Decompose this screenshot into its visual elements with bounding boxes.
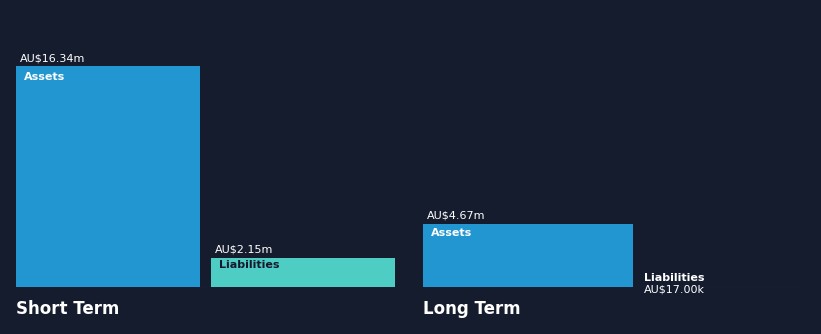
Text: AU$2.15m: AU$2.15m [215, 245, 273, 255]
Text: Long Term: Long Term [423, 300, 521, 318]
Bar [423, 224, 633, 287]
Text: Liabilities: Liabilities [219, 260, 280, 270]
Text: Short Term: Short Term [16, 300, 120, 318]
Text: AU$16.34m: AU$16.34m [21, 53, 85, 63]
Bar [212, 258, 395, 287]
Bar [16, 66, 200, 287]
Text: Assets: Assets [430, 228, 472, 238]
Text: AU$4.67m: AU$4.67m [427, 211, 485, 221]
Text: Liabilities: Liabilities [644, 274, 704, 284]
Text: Assets: Assets [25, 72, 66, 82]
Text: AU$17.00k: AU$17.00k [644, 284, 705, 294]
